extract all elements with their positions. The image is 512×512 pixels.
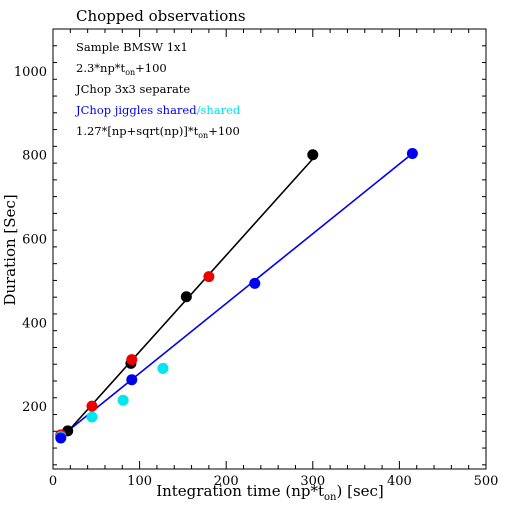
legend-entry: JChop 3x3 separate xyxy=(75,82,190,96)
x-tick-label: 300 xyxy=(300,474,325,489)
data-point xyxy=(126,354,138,366)
data-points xyxy=(55,147,418,444)
data-point xyxy=(307,149,319,161)
data-point xyxy=(86,400,98,412)
y-tick-label: 600 xyxy=(22,233,47,248)
data-point xyxy=(157,362,169,374)
y-tick-label: 400 xyxy=(22,316,47,331)
x-tick-label: 0 xyxy=(49,474,57,489)
legend-entry: 2.3*np*ton+100 xyxy=(76,61,167,77)
data-point xyxy=(126,374,138,386)
y-tick-label: 200 xyxy=(22,400,47,415)
legend: Sample BMSW 1x1 2.3*np*ton+100 JChop 3x3 s… xyxy=(75,40,241,140)
x-tick-label: 200 xyxy=(214,474,239,489)
data-point xyxy=(406,147,418,159)
chart-title: Chopped observations xyxy=(76,7,246,25)
plot-border xyxy=(52,28,487,470)
legend-entry: JChop jiggles shared/shared xyxy=(75,103,241,117)
axis-ticks: 0 100 200 300 400 500 200 400 600 800 1000 xyxy=(14,28,499,489)
data-point xyxy=(55,432,67,444)
data-point xyxy=(86,411,98,423)
data-point xyxy=(117,394,129,406)
fit-line xyxy=(60,152,413,438)
x-tick-label: 400 xyxy=(387,474,412,489)
plot-frame xyxy=(52,28,487,470)
x-tick-label: 100 xyxy=(127,474,152,489)
data-point xyxy=(180,291,192,303)
data-point xyxy=(203,271,215,283)
y-tick-label: 800 xyxy=(22,149,47,164)
x-tick-label: 500 xyxy=(474,474,499,489)
legend-entry: Sample BMSW 1x1 xyxy=(76,40,188,54)
data-point xyxy=(249,277,261,289)
y-tick-label: 1000 xyxy=(14,65,47,80)
legend-entry: 1.27*[np+sqrt(np)]*ton+100 xyxy=(76,124,240,140)
y-axis-label: Duration [Sec] xyxy=(1,194,19,305)
x-axis-label: Integration time (np*ton) [sec] xyxy=(156,482,384,503)
